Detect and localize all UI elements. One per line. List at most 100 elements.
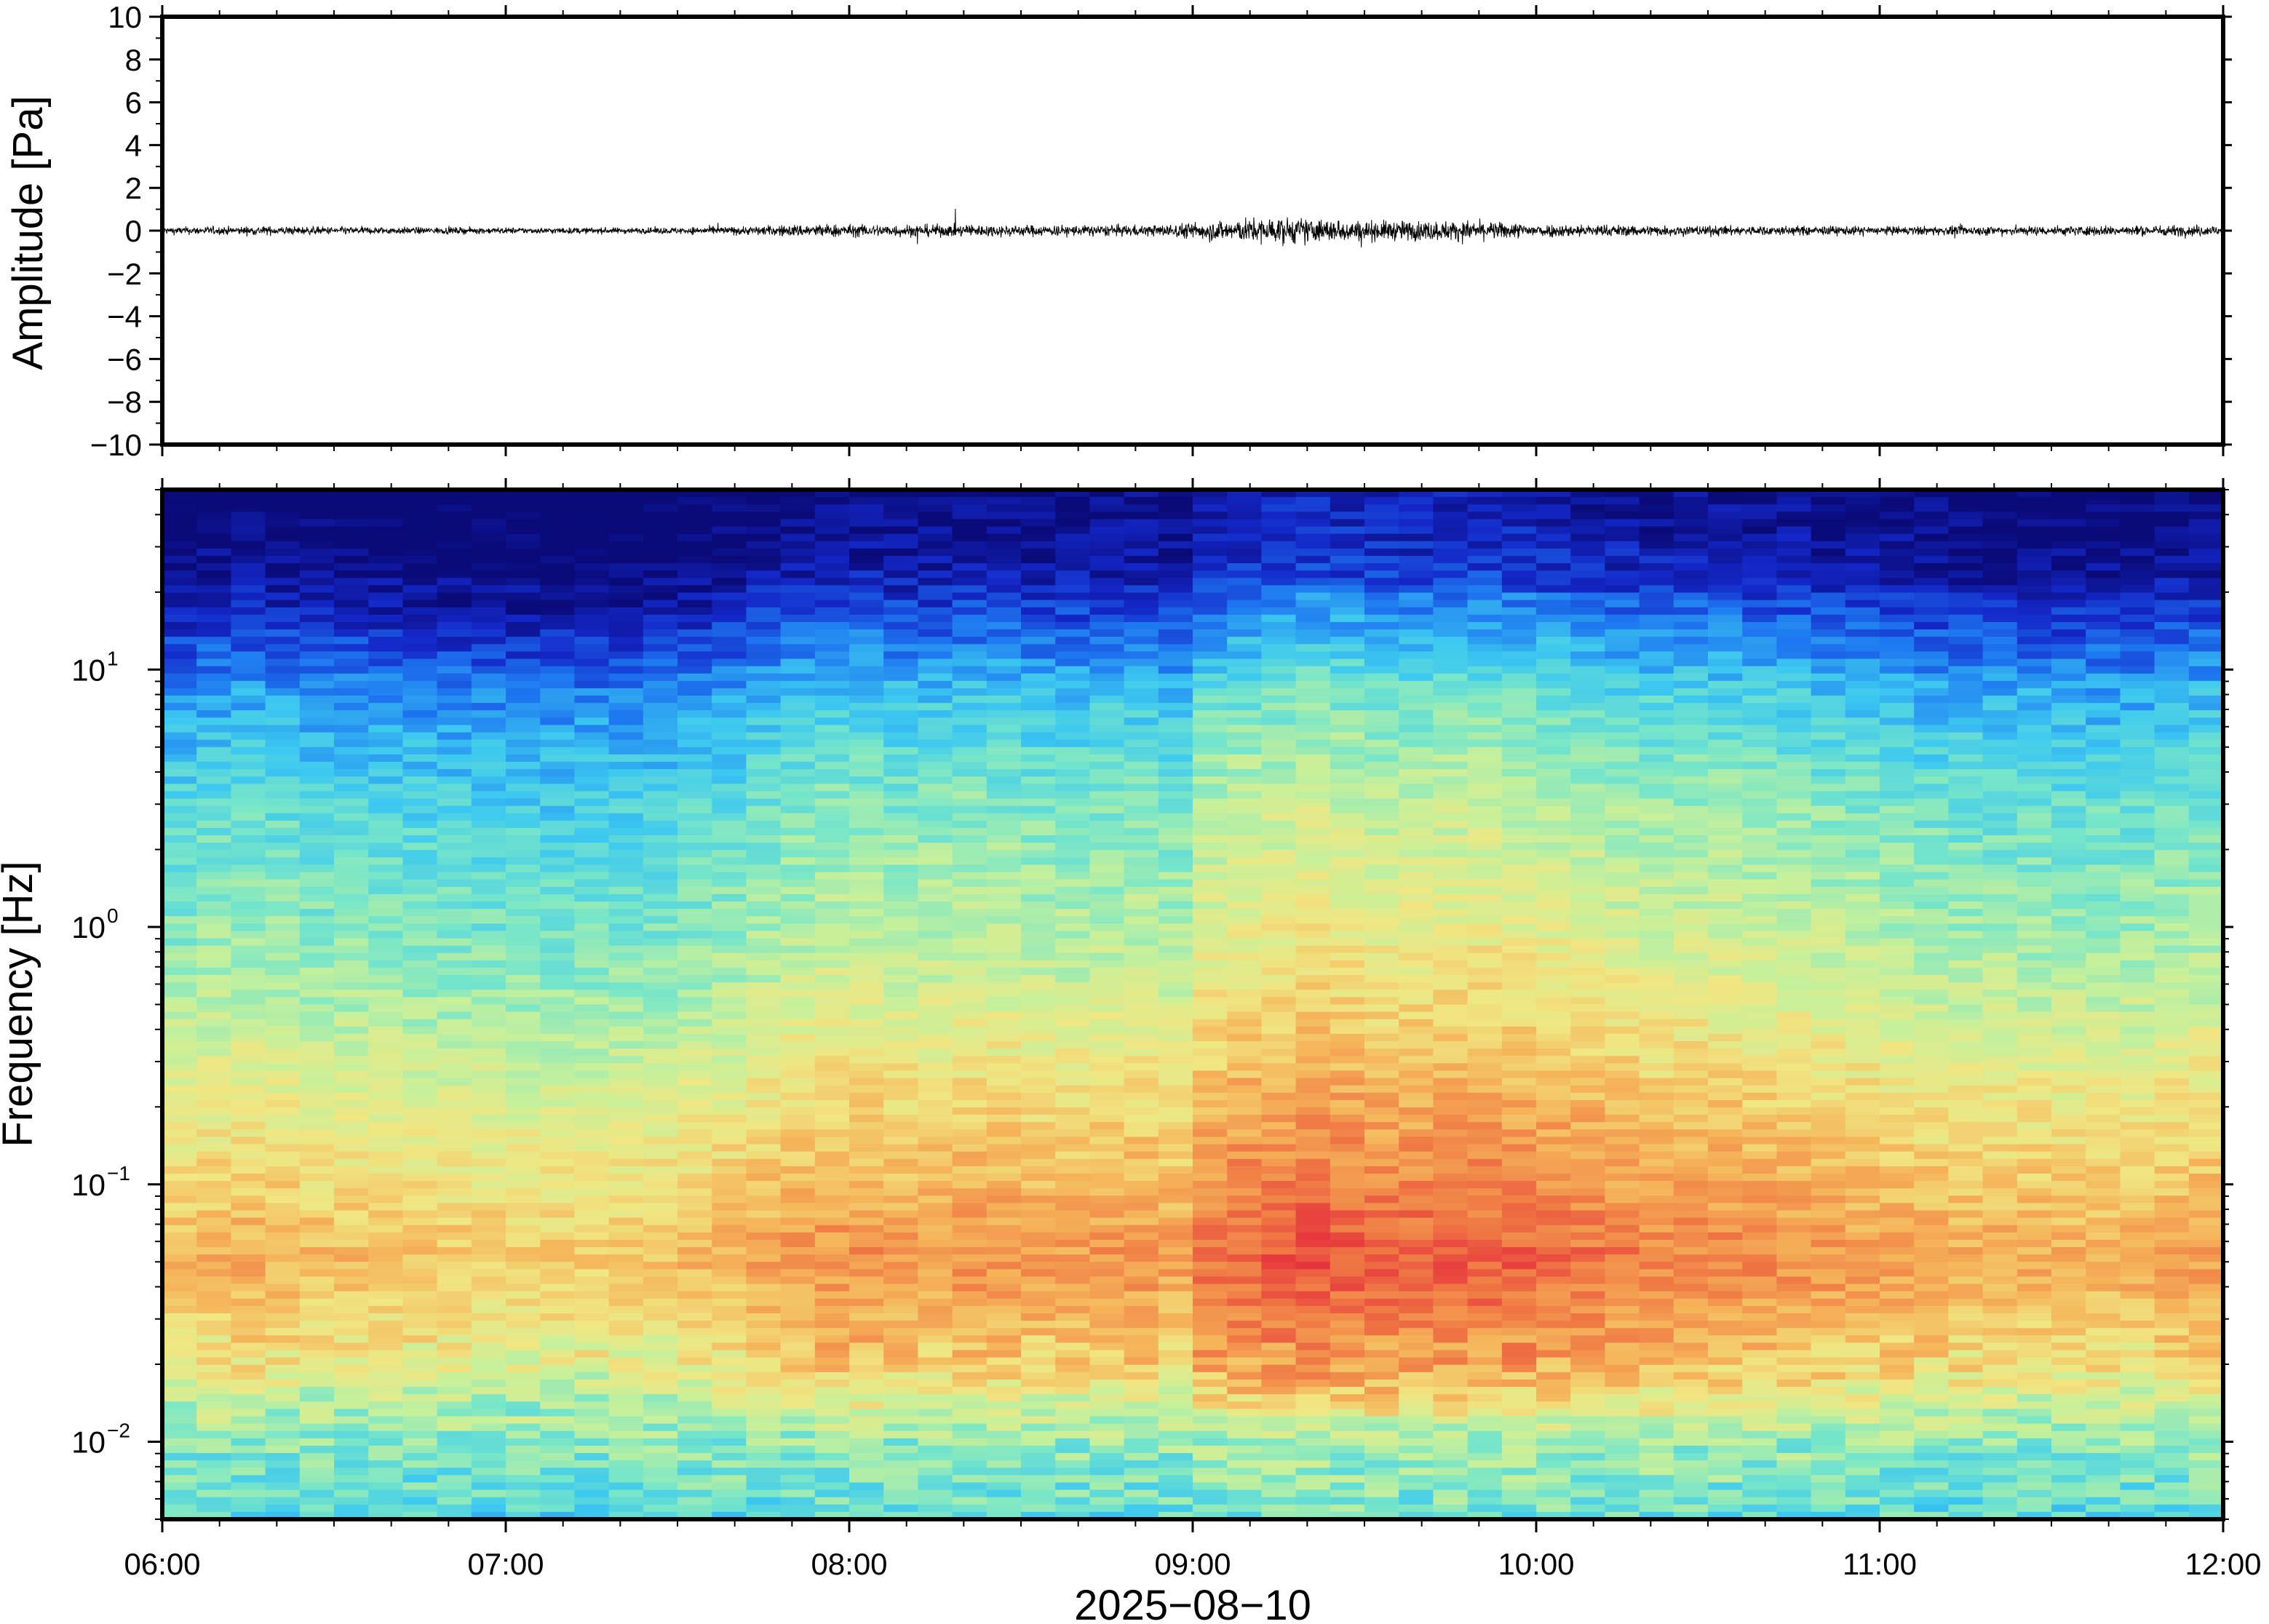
spectrogram-cell: [1055, 1004, 1091, 1013]
spectrogram-cell: [368, 651, 404, 660]
spectrogram-cell: [952, 1166, 988, 1174]
spectrogram-cell: [162, 1342, 197, 1351]
spectrogram-cell: [1261, 835, 1297, 843]
spectrogram-cell: [437, 938, 472, 947]
spectrogram-cell: [1261, 1328, 1297, 1337]
spectrogram-cell: [265, 1438, 301, 1446]
spectrogram-cell: [368, 497, 404, 506]
spectrogram-cell: [1089, 512, 1125, 520]
spectrogram-cell: [1295, 1188, 1331, 1197]
spectrogram-cell: [574, 784, 610, 792]
spectrogram-cell: [608, 872, 644, 880]
spectrogram-cell: [162, 1099, 197, 1108]
spectrogram-cell: [506, 570, 541, 579]
spectrogram-cell: [1295, 1291, 1331, 1299]
spectrogram-cell: [1158, 1511, 1193, 1520]
spectrogram-cell: [986, 497, 1022, 506]
spectrogram-cell: [849, 1188, 884, 1197]
spectrogram-cell: [1158, 805, 1193, 814]
spectrogram-cell: [196, 1335, 232, 1344]
spectrogram-cell: [780, 703, 816, 712]
spectrogram-cell: [1021, 1158, 1056, 1167]
spectrogram-cell: [471, 1173, 506, 1182]
spectrogram-cell: [746, 827, 782, 836]
spectrogram-cell: [746, 512, 782, 520]
spectrogram-cell: [1124, 945, 1159, 954]
spectrogram-cell: [196, 490, 232, 498]
spectrogram-cell: [1330, 1158, 1365, 1167]
spectrogram-cell: [814, 673, 850, 682]
spectrogram-cell: [1330, 644, 1365, 653]
spectrogram-cell: [1227, 548, 1263, 557]
spectrogram-cell: [952, 578, 988, 586]
spectrogram-cell: [299, 1129, 335, 1138]
spectrogram-cell: [437, 696, 472, 704]
spectrogram-cell: [299, 1195, 335, 1204]
spectrogram-cell: [1021, 827, 1056, 836]
spectrogram-cell: [1124, 1195, 1159, 1204]
spectrogram-cell: [265, 1195, 301, 1204]
spectrogram-cell: [574, 1085, 610, 1094]
spectrogram-cell: [883, 1107, 919, 1115]
spectrogram-cell: [746, 820, 782, 829]
spectrogram-cell: [1055, 1122, 1091, 1131]
spectrogram-cell: [1330, 1291, 1365, 1299]
spectrogram-cell: [231, 754, 266, 763]
spectrogram-cell: [712, 1004, 747, 1013]
spectrogram-cell: [780, 1328, 816, 1337]
spectrogram-cell: [746, 1438, 782, 1446]
spectrogram-cell: [746, 1144, 782, 1153]
spectrogram-cell: [918, 1070, 953, 1079]
spectrogram-cell: [402, 1092, 438, 1101]
spectrogram-cell: [849, 1511, 884, 1520]
spectrogram-cell: [712, 754, 747, 763]
spectrogram-cell: [334, 1497, 369, 1505]
spectrogram-cell: [1330, 982, 1365, 991]
spectrogram-cell: [712, 1115, 747, 1123]
spectrogram-cell: [1021, 533, 1056, 542]
spectrogram-cell: [677, 555, 712, 564]
spectrogram-cell: [677, 1394, 712, 1403]
spectrogram-cell: [540, 872, 576, 880]
spectrogram-cell: [162, 600, 197, 608]
spectrogram-cell: [402, 637, 438, 645]
spectrogram-cell: [1158, 1217, 1193, 1226]
spectrogram-cell: [574, 805, 610, 814]
spectrogram-cell: [712, 688, 747, 696]
spectrogram-cell: [1089, 872, 1125, 880]
spectrogram-cell: [1295, 1416, 1331, 1425]
spectrogram-cell: [402, 1342, 438, 1351]
spectrogram-cell: [883, 1151, 919, 1160]
spectrogram-cell: [162, 1203, 197, 1211]
spectrogram-cell: [540, 1254, 576, 1263]
spectrogram-cell: [1124, 680, 1159, 689]
spectrogram-cell: [162, 1445, 197, 1454]
spectrogram-cell: [437, 893, 472, 902]
spectrogram-cell: [402, 1298, 438, 1307]
spectrogram-cell: [1021, 658, 1056, 667]
spectrogram-cell: [299, 1137, 335, 1145]
spectrogram-cell: [918, 1225, 953, 1233]
spectrogram-cell: [712, 614, 747, 623]
spectrogram-cell: [1261, 1056, 1297, 1064]
spectrogram-cell: [986, 1173, 1022, 1182]
spectrogram-cell: [1193, 1283, 1228, 1292]
spectrogram-cell: [540, 1269, 576, 1278]
spectrogram-cell: [231, 843, 266, 851]
spectrogram-cell: [918, 1158, 953, 1167]
spectrogram-cell: [299, 1394, 335, 1403]
spectrogram-cell: [334, 1099, 369, 1108]
spectrogram-cell: [574, 1092, 610, 1101]
spectrogram-cell: [1261, 585, 1297, 594]
spectrogram-cell: [506, 644, 541, 653]
spectrogram-cell: [1021, 1056, 1056, 1064]
spectrogram-cell: [1193, 893, 1228, 902]
spectrogram-cell: [402, 725, 438, 733]
spectrogram-cell: [986, 592, 1022, 601]
spectrogram-cell: [162, 909, 197, 918]
spectrogram-cell: [299, 798, 335, 807]
spectrogram-cell: [1261, 843, 1297, 851]
spectrogram-cell: [1295, 776, 1331, 785]
spectrogram-cell: [1330, 1041, 1365, 1049]
spectrogram-cell: [746, 1291, 782, 1299]
